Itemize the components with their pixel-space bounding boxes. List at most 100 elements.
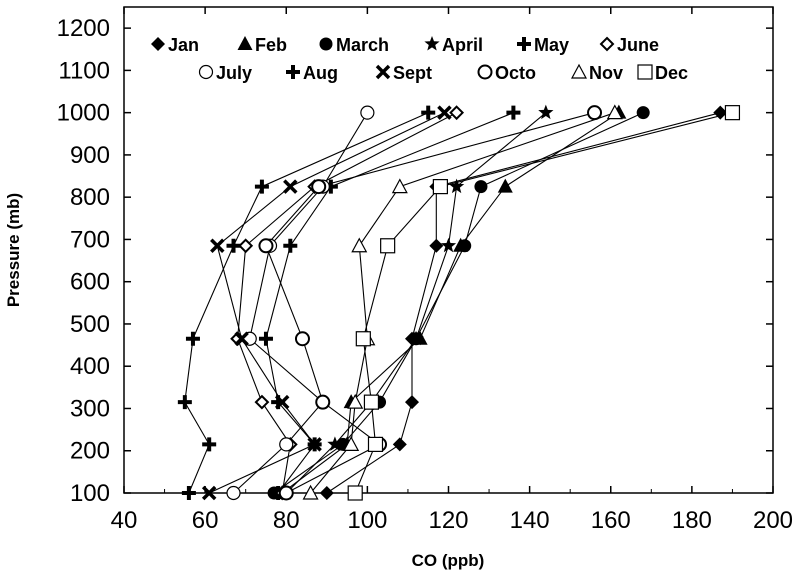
legend-marker-july <box>198 64 214 80</box>
data-point-june <box>254 394 270 410</box>
legend-label-march: March <box>336 35 389 55</box>
series-lines <box>184 112 733 494</box>
data-point-sept <box>437 105 452 120</box>
y-tick-label: 300 <box>70 395 110 422</box>
y-tick-label: 200 <box>70 438 110 465</box>
data-point-octo <box>278 485 294 501</box>
data-point-octo <box>311 179 327 195</box>
series-markers <box>177 104 741 501</box>
y-tick-label: 700 <box>70 226 110 253</box>
data-point-march <box>458 239 472 253</box>
data-point-dec <box>363 394 380 410</box>
legend-label-april: April <box>442 35 483 55</box>
data-point-octo <box>294 331 310 347</box>
legend-label-aug: Aug <box>303 63 338 83</box>
x-axis-title: CO (ppb) <box>412 551 485 570</box>
y-tick-label: 400 <box>70 353 110 380</box>
data-point-nov <box>347 393 364 409</box>
y-tick-label: 800 <box>70 184 110 211</box>
data-point-may <box>258 331 273 346</box>
data-point-march <box>636 106 650 120</box>
legend-marker-feb <box>237 36 253 50</box>
data-point-octo <box>315 394 331 410</box>
y-tick-label: 500 <box>70 311 110 338</box>
data-point-dec <box>367 436 384 452</box>
data-point-nov <box>391 178 408 194</box>
series-line-sept <box>208 112 445 494</box>
x-tick-label: 140 <box>510 507 550 534</box>
data-point-may <box>506 105 521 120</box>
data-point-april <box>538 104 554 120</box>
data-point-aug <box>202 437 217 452</box>
data-point-aug <box>254 179 269 194</box>
series-line-jan <box>326 112 721 494</box>
data-point-jan <box>404 395 419 410</box>
x-tick-label: 100 <box>347 507 387 534</box>
data-point-april <box>449 178 465 194</box>
data-point-april <box>327 436 343 451</box>
data-point-nov <box>302 484 319 500</box>
series-line-march <box>273 112 644 494</box>
legend-marker-march <box>319 37 333 51</box>
legend-marker-aug <box>286 65 300 79</box>
y-tick-label: 1000 <box>57 100 110 127</box>
data-point-sept <box>307 437 322 452</box>
data-point-sept <box>210 238 225 254</box>
legend-label-feb: Feb <box>255 35 287 55</box>
legend: Jan Feb March April May June July Aug Sept Octo No… <box>151 35 688 83</box>
series-line-june <box>237 112 457 494</box>
data-point-may <box>283 238 298 253</box>
y-tick-label: 1100 <box>58 57 110 84</box>
data-point-nov <box>351 237 368 253</box>
legend-label-june: June <box>617 35 659 55</box>
data-point-dec <box>355 331 371 347</box>
data-point-nov <box>606 104 623 120</box>
legend-marker-may <box>517 37 531 51</box>
data-point-jan <box>319 486 334 500</box>
data-point-july <box>226 485 241 501</box>
data-point-octo <box>258 238 274 254</box>
data-point-april <box>408 330 424 346</box>
data-point-aug <box>177 395 192 410</box>
data-point-dec <box>724 105 741 121</box>
legend-label-may: May <box>534 35 569 55</box>
data-point-octo <box>587 105 603 121</box>
x-tick-label: 60 <box>192 507 219 534</box>
legend-marker-april <box>424 36 440 51</box>
data-point-sept <box>201 485 217 501</box>
series-line-octo <box>265 112 595 494</box>
y-tick-label: 100 <box>70 480 110 507</box>
y-tick-label: 1200 <box>57 15 110 42</box>
x-tick-label: 40 <box>111 507 138 534</box>
legend-label-july: July <box>216 63 252 83</box>
data-point-nov <box>343 436 360 451</box>
data-point-june <box>238 238 254 254</box>
data-point-jan <box>429 238 444 253</box>
legend-label-jan: Jan <box>168 35 199 55</box>
legend-marker-jan <box>151 37 165 51</box>
legend-label-nov: Nov <box>589 63 623 83</box>
data-point-jan <box>392 437 407 452</box>
legend-label-sept: Sept <box>393 63 432 83</box>
series-line-nov <box>310 112 615 494</box>
legend-marker-sept <box>375 64 391 80</box>
data-point-sept <box>234 331 249 346</box>
data-point-aug <box>226 238 241 253</box>
x-tick-label: 160 <box>591 507 631 534</box>
ticks-layer: 40 60 80 100 120 140 160 180 200 100 200 300 400 500 6… <box>57 7 793 534</box>
data-point-dec <box>432 179 448 195</box>
series-line-dec <box>354 112 733 494</box>
legend-marker-dec <box>637 64 653 80</box>
legend-marker-octo <box>477 64 493 80</box>
data-point-dec <box>380 238 396 254</box>
data-point-april <box>440 237 457 253</box>
y-axis-title: Pressure (mb) <box>4 193 23 307</box>
data-point-dec <box>347 485 363 501</box>
data-point-june <box>449 105 465 121</box>
series-line-aug <box>184 112 429 494</box>
legend-marker-june <box>599 36 615 52</box>
data-point-march <box>474 180 488 194</box>
data-point-july <box>360 105 375 120</box>
